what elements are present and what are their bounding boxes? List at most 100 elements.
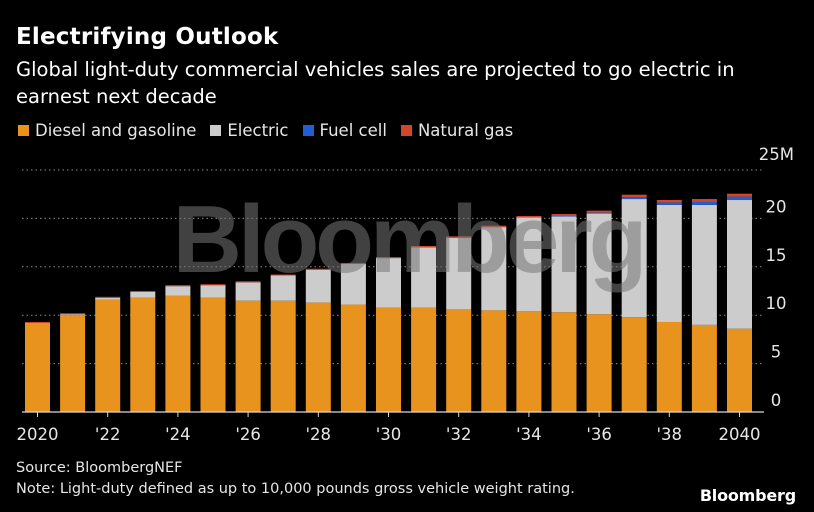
bar-segment-natural-gas [340,262,366,264]
legend: Diesel and gasoline Electric Fuel cell N… [18,121,527,140]
legend-label-electric: Electric [227,121,289,140]
bar-segment-fuel-cell [621,197,647,200]
bar-segment-diesel-and-gasoline [25,322,50,412]
bar-segment-diesel-and-gasoline [165,295,191,412]
bar-segment-natural-gas [165,285,191,287]
bar-segment-diesel-and-gasoline [376,307,401,412]
bar-segment-diesel-and-gasoline [691,324,717,412]
bar-segment-diesel-and-gasoline [340,304,366,412]
bar-segment-natural-gas [95,296,121,298]
x-tick-label: '34 [516,425,542,444]
bar-segment-electric [376,258,401,308]
bar-segment-natural-gas [656,200,682,203]
bar-segment-electric [621,199,647,318]
bar-segment-fuel-cell [656,202,682,205]
bar-segment-electric [165,286,191,296]
bar-segment-electric [60,314,86,316]
y-tick-label: 0 [771,391,782,410]
bar-segment-fuel-cell [551,215,577,217]
bar-segment-natural-gas [411,245,437,248]
bar-segment-natural-gas [305,268,331,270]
bar-segment-diesel-and-gasoline [270,300,296,412]
y-tick-label: 20 [766,197,787,216]
legend-swatch-natural-gas [400,125,412,136]
bar-segment-natural-gas [551,214,577,216]
bar-segment-diesel-and-gasoline [235,300,261,412]
bar-segment-diesel-and-gasoline [95,299,121,412]
bar-segment-diesel-and-gasoline [656,321,682,412]
bar-segment-electric [727,200,752,329]
legend-swatch-electric [210,125,222,136]
x-tick-label: '28 [306,425,332,444]
bar-segment-natural-gas [200,284,226,286]
bar-segment-electric [340,263,366,305]
chart-plot: Bloomberg 051015202020'22'24'26'28'30'32… [17,169,787,444]
legend-swatch-diesel [18,125,29,136]
bar-segment-electric [95,297,121,300]
x-tick-label: '24 [165,425,191,444]
bar-segment-electric [551,216,577,313]
bar-segment-diesel-and-gasoline [130,297,156,412]
chart-subtitle: Global light-duty commercial vehicles sa… [16,58,735,108]
bar-segment-natural-gas [481,225,507,228]
legend-label-natural-gas: Natural gas [417,121,514,140]
x-tick-label: '32 [446,425,472,444]
bar-segment-electric [516,217,542,312]
bar-segment-electric [235,282,261,301]
legend-label-fuel-cell: Fuel cell [319,121,387,140]
y-tick-label: 10 [766,294,787,313]
bar-segment-electric [270,275,296,301]
y-tick-label: 5 [771,343,782,362]
bar-segment-fuel-cell [586,212,612,214]
bar-segment-natural-gas [130,291,156,292]
bar-segment-electric [200,285,226,298]
y-axis-unit-label: 25M [758,145,794,164]
bar-segment-diesel-and-gasoline [481,310,507,412]
bar-segment-electric [481,227,507,311]
bar-segment-natural-gas [621,194,647,198]
x-tick-label: '36 [586,425,612,444]
bar-segment-diesel-and-gasoline [621,317,647,412]
bar-segment-natural-gas [691,199,717,202]
bar-segment-diesel-and-gasoline [551,312,577,412]
bar-segment-diesel-and-gasoline [446,309,472,412]
bar-segment-electric [691,204,717,325]
bar-segment-electric [586,213,612,315]
legend-label-diesel: Diesel and gasoline [35,121,197,140]
bar-segment-natural-gas [516,215,542,218]
legend-item-diesel: Diesel and gasoline [18,121,196,140]
bar-segment-electric [305,269,331,303]
bar-segment-electric [130,291,156,298]
bar-segment-natural-gas [446,236,472,238]
bar-segment-electric [656,204,682,322]
x-tick-label: 2020 [17,425,59,444]
x-tick-label: '26 [235,425,261,444]
legend-item-electric: Electric [210,121,289,140]
footnote: Note: Light-duty defined as up to 10,000… [16,481,575,497]
bar-segment-diesel-and-gasoline [727,328,752,412]
legend-item-fuel-cell: Fuel cell [302,121,387,140]
legend-swatch-fuel-cell [302,125,314,136]
x-tick-label: 2040 [719,425,761,444]
bar-segment-natural-gas [60,313,86,315]
y-tick-label: 15 [766,246,787,265]
bar-segment-diesel-and-gasoline [200,297,226,412]
bar-segment-electric [446,237,472,310]
bar-segment-diesel-and-gasoline [60,315,86,412]
bar-segment-natural-gas [727,193,752,197]
bar-segment-diesel-and-gasoline [586,314,612,412]
bar-segment-natural-gas [376,257,401,259]
chart-title: Electrifying Outlook [16,24,279,50]
bar-segment-natural-gas [586,210,612,213]
bar-segment-diesel-and-gasoline [305,302,331,412]
x-tick-label: '30 [376,425,402,444]
bar-segment-diesel-and-gasoline [411,307,437,412]
x-tick-label: '22 [95,425,121,444]
bar-segment-natural-gas [25,321,50,323]
bloomberg-logo: Bloomberg [699,486,796,505]
bar-segment-diesel-and-gasoline [516,311,542,412]
bar-segment-natural-gas [270,274,296,276]
bar-segment-fuel-cell [727,196,752,201]
bar-segment-electric [411,247,437,308]
